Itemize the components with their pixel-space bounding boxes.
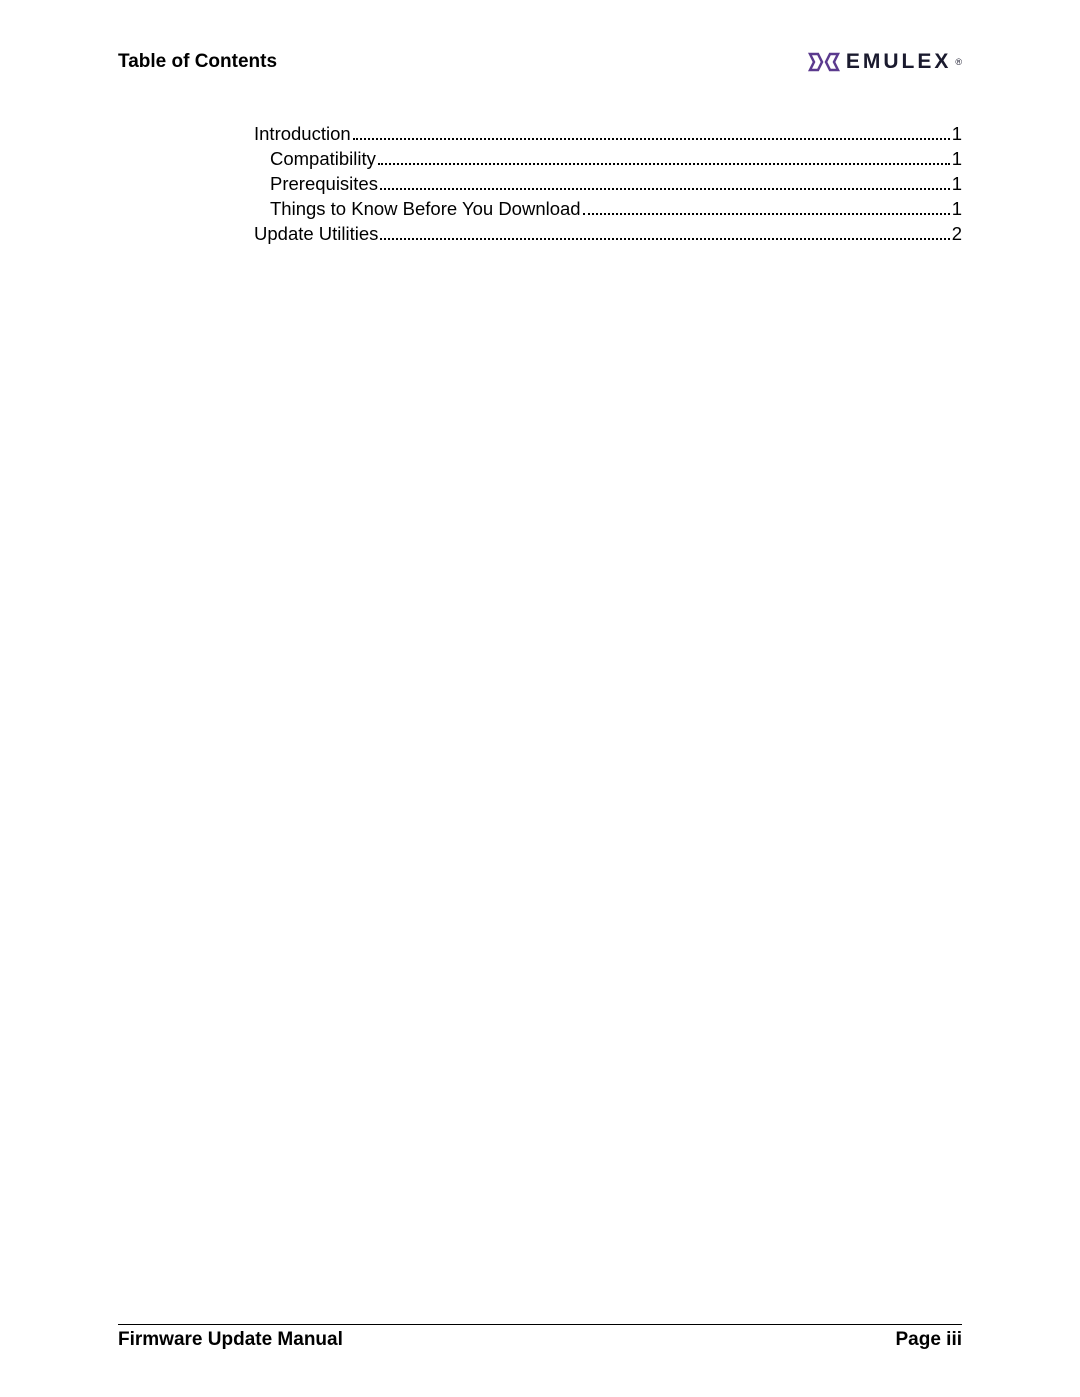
footer-right-text: Page iii xyxy=(895,1329,962,1351)
toc-entry-page: 1 xyxy=(952,122,962,147)
toc-heading: Table of Contents xyxy=(118,51,277,73)
brand-logo-text: EMULEX xyxy=(846,50,952,74)
toc-entry-label: Introduction xyxy=(254,122,351,147)
footer-left-text: Firmware Update Manual xyxy=(118,1329,343,1351)
toc-entry-page: 1 xyxy=(952,197,962,222)
toc-leader-dots xyxy=(353,138,950,140)
toc-entry-label: Prerequisites xyxy=(270,172,378,197)
toc-entry-page: 2 xyxy=(952,222,962,247)
toc-entry[interactable]: Introduction 1 xyxy=(254,122,962,147)
emulex-logo-icon xyxy=(808,50,840,74)
brand-logo: EMULEX ® xyxy=(808,50,962,74)
toc-leader-dots xyxy=(378,163,950,165)
toc-entry-label: Things to Know Before You Download xyxy=(270,197,581,222)
registered-mark: ® xyxy=(955,57,962,67)
toc-entry-label: Compatibility xyxy=(270,147,376,172)
toc-entry[interactable]: Things to Know Before You Download 1 xyxy=(254,197,962,222)
footer-row: Firmware Update Manual Page iii xyxy=(118,1329,962,1351)
toc-leader-dots xyxy=(380,188,950,190)
toc-leader-dots xyxy=(380,238,949,240)
toc-leader-dots xyxy=(583,213,950,215)
page-footer: Firmware Update Manual Page iii xyxy=(118,1324,962,1351)
toc-entry[interactable]: Prerequisites 1 xyxy=(254,172,962,197)
toc-entry-page: 1 xyxy=(952,172,962,197)
toc-entry[interactable]: Update Utilities 2 xyxy=(254,222,962,247)
page-header: Table of Contents EMULEX ® xyxy=(118,50,962,74)
toc-entry-page: 1 xyxy=(952,147,962,172)
toc-entry[interactable]: Compatibility 1 xyxy=(254,147,962,172)
table-of-contents: Introduction 1 Compatibility 1 Prerequis… xyxy=(254,122,962,247)
toc-entry-label: Update Utilities xyxy=(254,222,378,247)
footer-rule xyxy=(118,1324,962,1325)
